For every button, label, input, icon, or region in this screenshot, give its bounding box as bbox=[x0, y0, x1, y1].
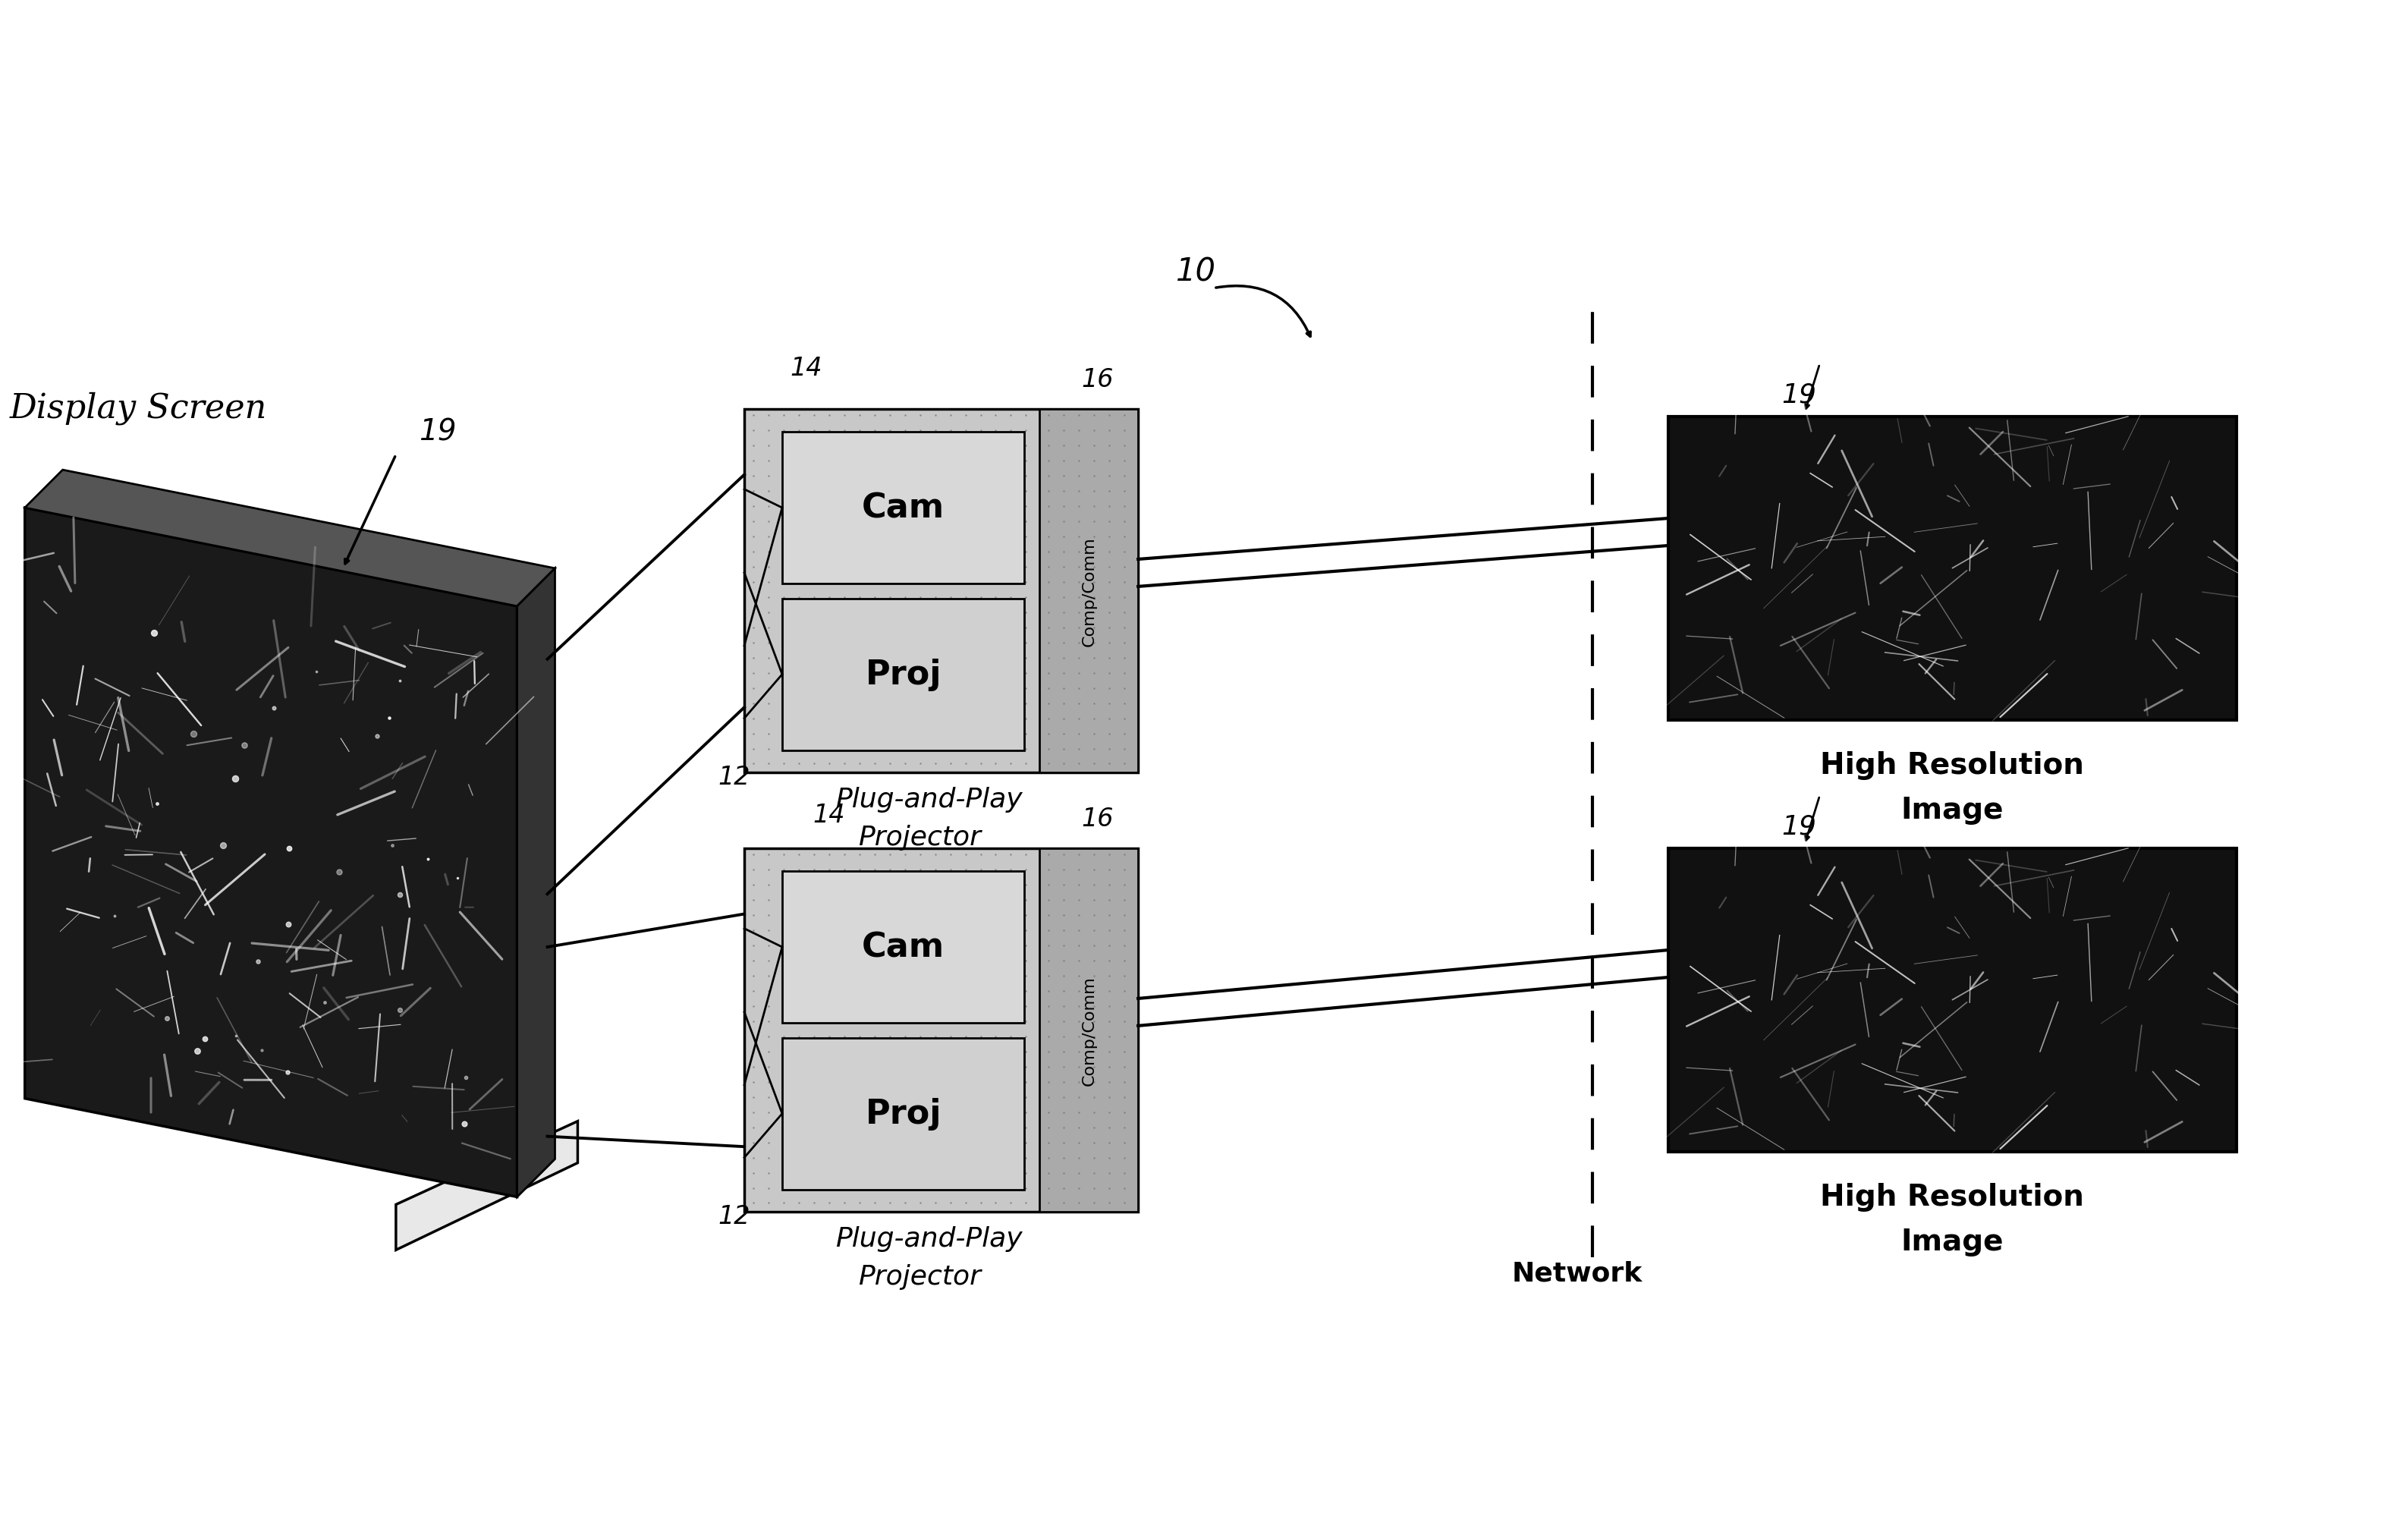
Text: 19: 19 bbox=[1782, 813, 1816, 838]
Text: 14: 14 bbox=[790, 356, 821, 381]
Text: 19: 19 bbox=[1782, 382, 1816, 408]
Bar bbox=[783, 599, 1023, 750]
Text: Cam: Cam bbox=[862, 491, 944, 525]
Polygon shape bbox=[395, 1122, 578, 1251]
Bar bbox=[1040, 849, 1139, 1213]
Text: Cam: Cam bbox=[862, 931, 944, 964]
Text: 12: 12 bbox=[718, 764, 749, 790]
Polygon shape bbox=[24, 508, 518, 1198]
Text: Proj: Proj bbox=[864, 1098, 942, 1129]
Text: Projector: Projector bbox=[857, 825, 980, 850]
Polygon shape bbox=[24, 470, 554, 606]
Text: 19: 19 bbox=[419, 417, 455, 446]
Bar bbox=[783, 1038, 1023, 1190]
Text: Network: Network bbox=[1512, 1260, 1642, 1286]
Bar bbox=[783, 872, 1023, 1023]
Text: High Resolution: High Resolution bbox=[1820, 750, 2085, 779]
Bar bbox=[744, 849, 1139, 1213]
Text: Proj: Proj bbox=[864, 658, 942, 691]
Text: Plug-and-Play: Plug-and-Play bbox=[836, 787, 1023, 813]
Text: 12: 12 bbox=[718, 1204, 749, 1229]
Bar bbox=[1669, 849, 2237, 1152]
Text: Comp/Comm: Comp/Comm bbox=[1081, 976, 1096, 1085]
Text: Comp/Comm: Comp/Comm bbox=[1081, 537, 1096, 646]
Polygon shape bbox=[518, 568, 554, 1198]
Text: High Resolution: High Resolution bbox=[1820, 1182, 2085, 1211]
Text: Image: Image bbox=[1900, 796, 2003, 825]
Text: 16: 16 bbox=[1081, 807, 1112, 831]
Text: Image: Image bbox=[1900, 1228, 2003, 1257]
Text: Projector: Projector bbox=[857, 1264, 980, 1290]
Bar bbox=[1669, 417, 2237, 720]
Text: 16: 16 bbox=[1081, 367, 1112, 393]
Text: 10: 10 bbox=[1175, 256, 1216, 288]
Text: Display Screen: Display Screen bbox=[10, 391, 267, 424]
Bar bbox=[783, 432, 1023, 584]
Bar bbox=[744, 409, 1139, 773]
Bar bbox=[1040, 409, 1139, 773]
Text: Plug-and-Play: Plug-and-Play bbox=[836, 1226, 1023, 1252]
Text: 14: 14 bbox=[811, 802, 845, 828]
